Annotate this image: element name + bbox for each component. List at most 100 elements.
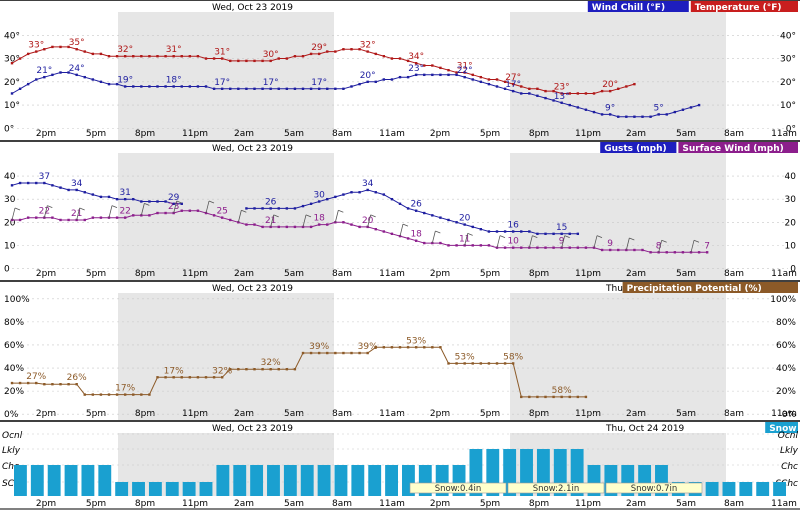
legend-swatch [678, 142, 798, 153]
data-label: 17° [263, 78, 279, 88]
data-label: 53% [455, 352, 475, 362]
snow-bar [756, 482, 770, 496]
data-label: 13° [554, 92, 570, 102]
wind-barb-icon [658, 240, 663, 253]
data-label: 10 [507, 237, 519, 247]
data-label: 17° [311, 78, 327, 88]
legend-swatch [622, 282, 798, 293]
wind-barb-icon [496, 235, 501, 248]
legend-swatch [765, 422, 798, 433]
x-tick-label: 8pm [529, 409, 549, 419]
panel-date-label-right: Thu, Oct 24 2019 [605, 424, 685, 434]
wind-barb-icon [11, 207, 16, 221]
data-label: 31° [214, 48, 230, 58]
y-tick-label-left: 20° [4, 78, 20, 88]
wind-barb-icon [144, 202, 150, 206]
snow-bar [300, 465, 314, 496]
y-tick-label-right: 40% [776, 364, 796, 374]
x-tick-label: 2am [626, 409, 646, 419]
x-tick-label: 2am [626, 129, 646, 139]
night-shading [510, 12, 726, 140]
data-label: 30° [263, 50, 279, 60]
data-label: 29° [311, 43, 327, 53]
snow-amount-label: Snow:0.7in [631, 484, 678, 494]
snow-amount-box [409, 482, 507, 494]
snow-level-left: Chc [2, 462, 19, 472]
data-label: 9 [607, 239, 613, 249]
data-label: 18 [410, 230, 422, 240]
x-tick-label: 5am [284, 269, 304, 279]
x-tick-label: 2pm [36, 409, 56, 419]
snow-bar [165, 482, 179, 496]
wind-barb-icon [237, 210, 242, 223]
data-label: 23 [168, 202, 179, 212]
y-tick-label-right: 30° [780, 55, 796, 65]
night-shading [118, 12, 334, 140]
series-line [12, 210, 708, 253]
y-tick-label-left: 0° [4, 124, 14, 134]
data-label: 15 [556, 223, 567, 233]
x-tick-label: 11am [379, 499, 405, 509]
data-label: 37 [39, 172, 50, 182]
y-tick-label-left: 30° [4, 55, 20, 65]
x-tick-label: 2pm [36, 499, 56, 509]
wind-barb-icon [625, 237, 630, 251]
wind-barb-icon [43, 205, 48, 218]
x-tick-label: 2am [234, 269, 254, 279]
legend-label: Precipitation Potential (%) [627, 284, 762, 294]
wind-barb-icon [108, 205, 113, 218]
y-tick-label-left: 60% [4, 341, 24, 351]
snow-level-right: Ocnl [778, 431, 799, 441]
snow-amount-box [605, 482, 703, 494]
y-tick-label-left: 20% [4, 387, 24, 397]
wind-barb-icon [661, 239, 667, 243]
data-label: 23° [408, 64, 424, 74]
snow-level-right: Chc [781, 462, 798, 472]
snow-amount-label: Snow:0.4in [435, 484, 482, 494]
data-label: 30 [313, 190, 325, 200]
wind-barb-icon [205, 200, 210, 214]
x-tick-label: 2pm [430, 129, 450, 139]
data-label: 33° [28, 41, 44, 51]
data-label: 20 [362, 216, 374, 226]
snow-amount-box [507, 482, 605, 494]
x-tick-label: 8pm [135, 269, 155, 279]
snow-bar [722, 482, 736, 496]
x-tick-label: 5am [284, 499, 304, 509]
x-tick-label: 5pm [86, 269, 106, 279]
legend-label: Wind Chill (°F) [592, 3, 665, 13]
data-label: 23° [554, 82, 570, 92]
data-label: 32° [360, 41, 376, 51]
x-tick-label: 5pm [480, 409, 500, 419]
x-tick-label: 8am [724, 499, 744, 509]
data-label: 20 [459, 214, 471, 224]
data-point [10, 184, 14, 187]
wind-barb-icon [435, 230, 441, 234]
x-tick-label: 5pm [86, 499, 106, 509]
snow-level-right: Lkly [780, 446, 799, 456]
y-tick-label-left: 40° [4, 31, 20, 41]
panel-date-label: Wed, Oct 23 2019 [212, 3, 293, 13]
snow-bar [368, 465, 382, 496]
x-tick-label: 11pm [182, 409, 208, 419]
y-tick-label-right: 80% [776, 318, 796, 328]
x-tick-label: 2pm [430, 269, 450, 279]
data-label: 29 [168, 193, 180, 203]
y-tick-label-left: 10° [4, 101, 20, 111]
panel-date-label: Wed, Oct 23 2019 [212, 284, 293, 294]
snow-bar [64, 465, 78, 496]
x-tick-label: 2am [626, 499, 646, 509]
wind-barb-icon [302, 214, 307, 227]
wind-barb-icon [399, 224, 404, 237]
wind-barb-icon [532, 235, 538, 239]
y-tick-label-left: 10 [4, 241, 16, 251]
x-tick-label: 11pm [182, 269, 208, 279]
panel-date-label: Wed, Oct 23 2019 [212, 144, 293, 154]
x-tick-label: 2pm [430, 409, 450, 419]
x-tick-label: 5pm [480, 499, 500, 509]
data-label: 32% [261, 358, 281, 368]
snow-level-right: SChc [775, 479, 798, 489]
data-label: 32° [117, 45, 133, 55]
night-shading [510, 153, 726, 280]
